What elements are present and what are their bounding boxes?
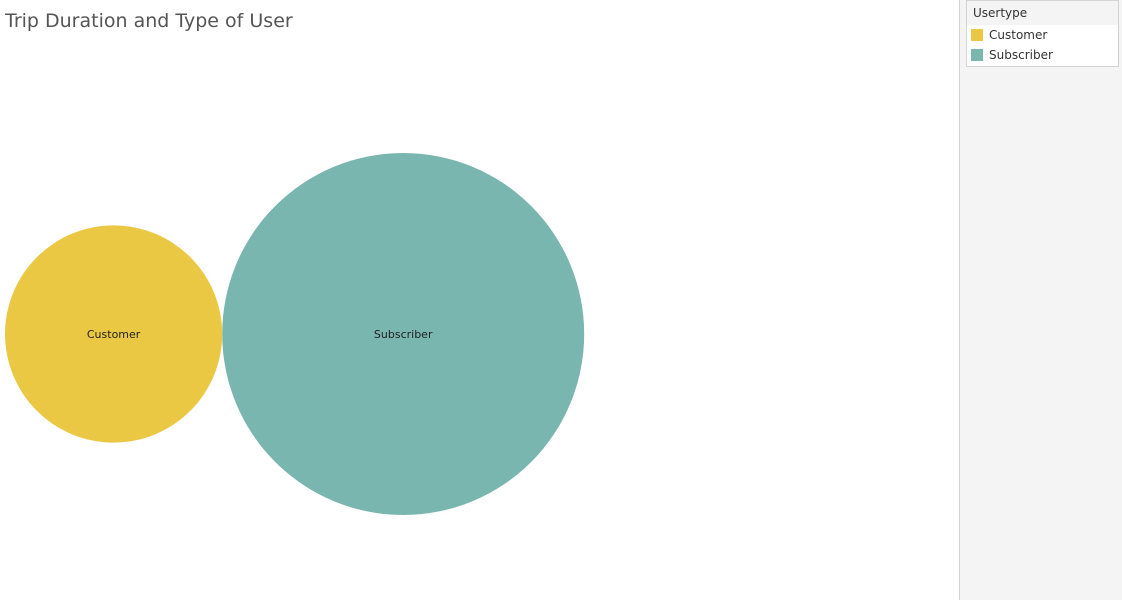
bubble-chart: Customer Subscriber — [5, 153, 585, 515]
legend-item-customer[interactable]: Customer — [967, 25, 1118, 45]
side-panel: Usertype Customer Subscriber — [959, 0, 1122, 600]
legend-swatch-customer — [971, 29, 983, 41]
bubble-label-subscriber: Subscriber — [374, 328, 433, 341]
bubble-customer[interactable] — [5, 225, 223, 443]
chart-area: Trip Duration and Type of User Customer S… — [5, 10, 585, 515]
legend-title: Usertype — [967, 1, 1118, 25]
bubble-subscriber[interactable] — [222, 153, 585, 515]
legend-label-subscriber: Subscriber — [989, 48, 1053, 62]
legend-item-subscriber[interactable]: Subscriber — [967, 45, 1118, 65]
chart-title: Trip Duration and Type of User — [5, 10, 293, 32]
legend: Usertype Customer Subscriber — [966, 0, 1119, 67]
legend-label-customer: Customer — [989, 28, 1048, 42]
legend-swatch-subscriber — [971, 49, 983, 61]
bubble-label-customer: Customer — [87, 328, 141, 341]
